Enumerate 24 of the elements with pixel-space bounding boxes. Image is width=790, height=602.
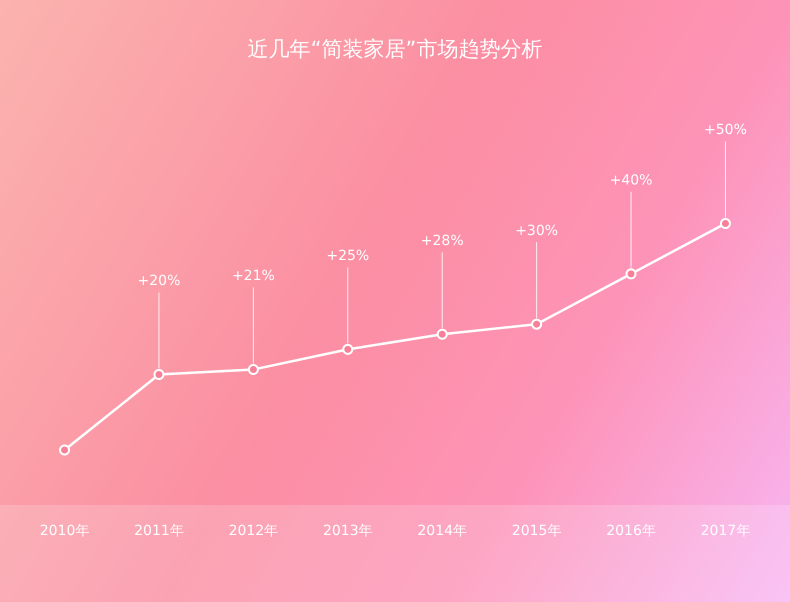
data-label: +30% [515, 222, 558, 239]
x-tick-label: 2014年 [417, 523, 468, 540]
point [59, 444, 70, 456]
data-label: +50% [704, 122, 747, 138]
chart-title: 近几年“简装家居”市场趋势分析 [248, 37, 542, 62]
data-label: +28% [420, 232, 464, 249]
data-label: +21% [232, 268, 275, 284]
point [342, 344, 354, 355]
x-tick-label: 2013年 [322, 523, 373, 540]
point [626, 268, 637, 280]
point [248, 364, 259, 375]
x-tick-label: 2016年 [606, 523, 656, 540]
data-label: +20% [138, 273, 180, 290]
x-tick-label: 2011年 [134, 523, 184, 540]
data-label: +25% [326, 248, 370, 264]
point [531, 318, 542, 330]
x-tick-label: 2010年 [40, 523, 90, 540]
point [720, 218, 731, 230]
point [153, 369, 164, 380]
x-tick-label: 2015年 [512, 523, 562, 540]
x-tick-label: 2012年 [228, 523, 278, 540]
point [436, 328, 448, 340]
x-tick-label: 2017年 [700, 523, 750, 540]
data-label: +40% [610, 172, 652, 189]
